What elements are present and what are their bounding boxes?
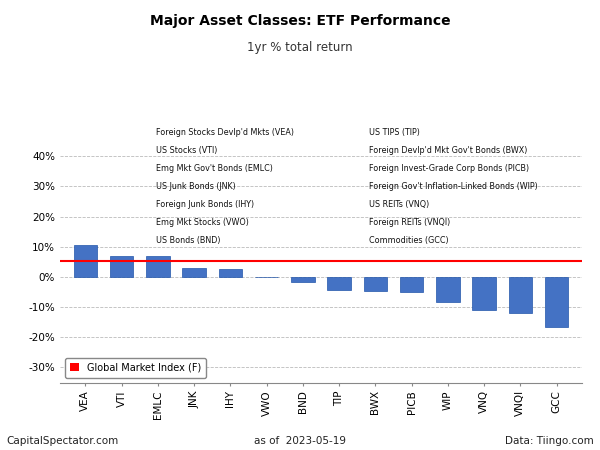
- Bar: [110, 256, 133, 277]
- Bar: [291, 277, 314, 282]
- Bar: [364, 277, 387, 291]
- Text: US REITs (VNQ): US REITs (VNQ): [369, 200, 429, 209]
- Text: Commodities (GCC): Commodities (GCC): [369, 236, 449, 245]
- Bar: [400, 277, 424, 292]
- Text: Foreign Stocks Devlp'd Mkts (VEA): Foreign Stocks Devlp'd Mkts (VEA): [156, 128, 294, 137]
- Text: Foreign Devlp'd Mkt Gov't Bonds (BWX): Foreign Devlp'd Mkt Gov't Bonds (BWX): [369, 146, 527, 155]
- Text: Foreign Junk Bonds (IHY): Foreign Junk Bonds (IHY): [156, 200, 254, 209]
- Text: Emg Mkt Gov't Bonds (EMLC): Emg Mkt Gov't Bonds (EMLC): [156, 164, 273, 173]
- Text: Emg Mkt Stocks (VWO): Emg Mkt Stocks (VWO): [156, 218, 249, 227]
- Text: 1yr % total return: 1yr % total return: [247, 40, 353, 54]
- Text: US Bonds (BND): US Bonds (BND): [156, 236, 221, 245]
- Text: Foreign Gov't Inflation-Linked Bonds (WIP): Foreign Gov't Inflation-Linked Bonds (WI…: [369, 182, 538, 191]
- Bar: [328, 277, 351, 290]
- Bar: [472, 277, 496, 310]
- Legend: Global Market Index (F): Global Market Index (F): [65, 358, 206, 378]
- Bar: [545, 277, 568, 327]
- Bar: [436, 277, 460, 302]
- Text: Data: Tiingo.com: Data: Tiingo.com: [505, 436, 594, 446]
- Text: as of  2023-05-19: as of 2023-05-19: [254, 436, 346, 446]
- Text: Foreign REITs (VNQI): Foreign REITs (VNQI): [369, 218, 450, 227]
- Text: Major Asset Classes: ETF Performance: Major Asset Classes: ETF Performance: [149, 14, 451, 27]
- Text: US TIPS (TIP): US TIPS (TIP): [369, 128, 420, 137]
- Bar: [146, 256, 170, 277]
- Text: US Junk Bonds (JNK): US Junk Bonds (JNK): [156, 182, 236, 191]
- Bar: [218, 269, 242, 277]
- Bar: [74, 245, 97, 277]
- Bar: [509, 277, 532, 313]
- Text: US Stocks (VTI): US Stocks (VTI): [156, 146, 217, 155]
- Text: CapitalSpectator.com: CapitalSpectator.com: [6, 436, 118, 446]
- Text: Foreign Invest-Grade Corp Bonds (PICB): Foreign Invest-Grade Corp Bonds (PICB): [369, 164, 529, 173]
- Bar: [182, 268, 206, 277]
